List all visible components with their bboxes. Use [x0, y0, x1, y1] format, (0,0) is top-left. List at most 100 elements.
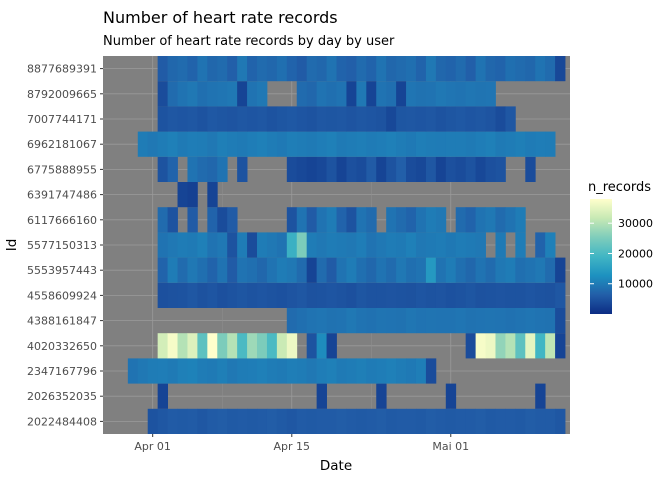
heatmap-cell [207, 257, 218, 283]
heatmap-cell [485, 156, 496, 182]
heatmap-cell [376, 257, 387, 283]
heatmap-cell [346, 156, 357, 182]
heatmap-cell [406, 81, 417, 107]
heatmap-cell [515, 131, 526, 157]
heatmap-cell [167, 408, 178, 434]
heatmap-cell [157, 383, 168, 409]
heatmap-cell [207, 333, 218, 359]
heatmap-cell [406, 257, 417, 283]
heatmap-cell [535, 131, 546, 157]
heatmap-cell [505, 333, 516, 359]
heatmap-cell [217, 106, 228, 132]
heatmap-cell [475, 131, 486, 157]
heatmap-cell [316, 56, 327, 82]
heatmap-cell [445, 56, 457, 82]
heatmap-cell [197, 408, 208, 434]
legend-tick-label: 30000 [618, 217, 653, 230]
heatmap-cell [276, 131, 288, 157]
y-tick-label: 6775888955 [27, 163, 97, 176]
heatmap-cell [157, 333, 168, 359]
heatmap-cell [187, 131, 198, 157]
heatmap-cell [167, 131, 178, 157]
heatmap-cell [177, 232, 188, 258]
heatmap-cell [396, 81, 407, 107]
heatmap-cell [157, 358, 168, 384]
heatmap-cell [177, 282, 188, 308]
heatmap-cell [207, 106, 218, 132]
heatmap-cell [316, 257, 327, 283]
heatmap-cell [406, 282, 417, 308]
heatmap-cell [415, 156, 427, 182]
heatmap-cell [276, 232, 288, 258]
heatmap-cell [266, 106, 278, 132]
heatmap-cell [336, 408, 347, 434]
heatmap-cell [406, 358, 417, 384]
heatmap-cell [326, 232, 337, 258]
heatmap-cell [336, 232, 347, 258]
heatmap-cell [425, 232, 437, 258]
heatmap-cell [495, 333, 506, 359]
heatmap-cell [515, 257, 526, 283]
heatmap-cell [237, 282, 248, 308]
heatmap-cell [326, 131, 337, 157]
heatmap-cell [207, 358, 218, 384]
heatmap-cell [257, 232, 268, 258]
heatmap-tiles [127, 56, 566, 434]
heatmap-cell [366, 106, 377, 132]
heatmap-cell [157, 81, 168, 107]
heatmap-cell [336, 106, 347, 132]
heatmap-cell [386, 156, 397, 182]
heatmap-cell [257, 81, 268, 107]
heatmap-cell [485, 207, 496, 233]
heatmap-cell [346, 232, 357, 258]
heatmap-cell [296, 257, 308, 283]
heatmap-cell [455, 106, 467, 132]
heatmap-cell [316, 81, 327, 107]
heatmap-cell [356, 56, 367, 82]
heatmap-cell [346, 408, 357, 434]
heatmap-cell [296, 56, 308, 82]
heatmap-cell [396, 56, 407, 82]
x-tick-label: Mai 01 [432, 440, 469, 453]
heatmap-cell [396, 207, 407, 233]
heatmap-cell [525, 131, 536, 157]
heatmap-cell [495, 207, 506, 233]
heatmap-cell [227, 106, 238, 132]
heatmap-cell [396, 232, 407, 258]
heatmap-cell [435, 156, 447, 182]
heatmap-cell [257, 333, 268, 359]
heatmap-cell [425, 282, 437, 308]
heatmap-cell [286, 131, 298, 157]
heatmap-cell [207, 182, 218, 208]
heatmap-cell [376, 308, 387, 334]
heatmap-cell [505, 408, 516, 434]
heatmap-cell [217, 358, 228, 384]
heatmap-cell [545, 308, 556, 334]
heatmap-cell [425, 56, 437, 82]
y-tick-label: 4020332650 [27, 340, 97, 353]
heatmap-cell [286, 408, 298, 434]
heatmap-cell [515, 408, 526, 434]
y-tick-label: 7007744171 [27, 113, 97, 126]
heatmap-cell [306, 232, 318, 258]
heatmap-cell [455, 131, 467, 157]
y-tick-label: 5577150313 [27, 239, 97, 252]
heatmap-cell [296, 408, 308, 434]
heatmap-cell [396, 408, 407, 434]
heatmap-cell [227, 207, 238, 233]
heatmap-cell [555, 308, 566, 334]
heatmap-cell [237, 358, 248, 384]
heatmap-cell [386, 81, 397, 107]
heatmap-cell [415, 308, 427, 334]
heatmap-cell [356, 358, 367, 384]
heatmap-cell [366, 56, 377, 82]
heatmap-cell [217, 408, 228, 434]
heatmap-cell [296, 232, 308, 258]
heatmap-cell [555, 282, 566, 308]
heatmap-cell [276, 56, 288, 82]
heatmap-cell [376, 156, 387, 182]
heatmap-cell [227, 408, 238, 434]
heatmap-cell [326, 282, 337, 308]
heatmap-cell [247, 408, 258, 434]
y-tick-label: 4388161847 [27, 315, 97, 328]
